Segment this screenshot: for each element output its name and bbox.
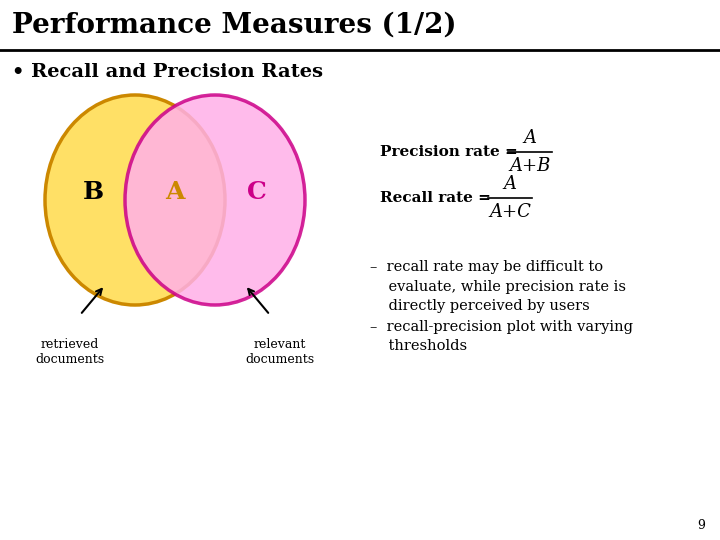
Ellipse shape [125, 95, 305, 305]
Text: relevant
documents: relevant documents [246, 338, 315, 366]
Text: Performance Measures (1/2): Performance Measures (1/2) [12, 11, 456, 38]
Text: Precision rate =: Precision rate = [380, 145, 523, 159]
Text: –  recall-precision plot with varying
    thresholds: – recall-precision plot with varying thr… [370, 320, 633, 354]
Text: C: C [247, 180, 267, 204]
Ellipse shape [45, 95, 225, 305]
Text: A+C: A+C [489, 203, 531, 221]
Text: Recall rate =: Recall rate = [380, 191, 496, 205]
Text: B: B [82, 180, 104, 204]
Text: • Recall and Precision Rates: • Recall and Precision Rates [12, 63, 323, 81]
Text: A: A [503, 175, 516, 193]
Text: –  recall rate may be difficult to
    evaluate, while precision rate is
    dir: – recall rate may be difficult to evalua… [370, 260, 626, 313]
Text: A: A [166, 180, 185, 204]
Text: 9: 9 [697, 519, 705, 532]
Text: retrieved
documents: retrieved documents [35, 338, 104, 366]
Text: A: A [523, 129, 536, 147]
Text: A+B: A+B [509, 157, 551, 175]
